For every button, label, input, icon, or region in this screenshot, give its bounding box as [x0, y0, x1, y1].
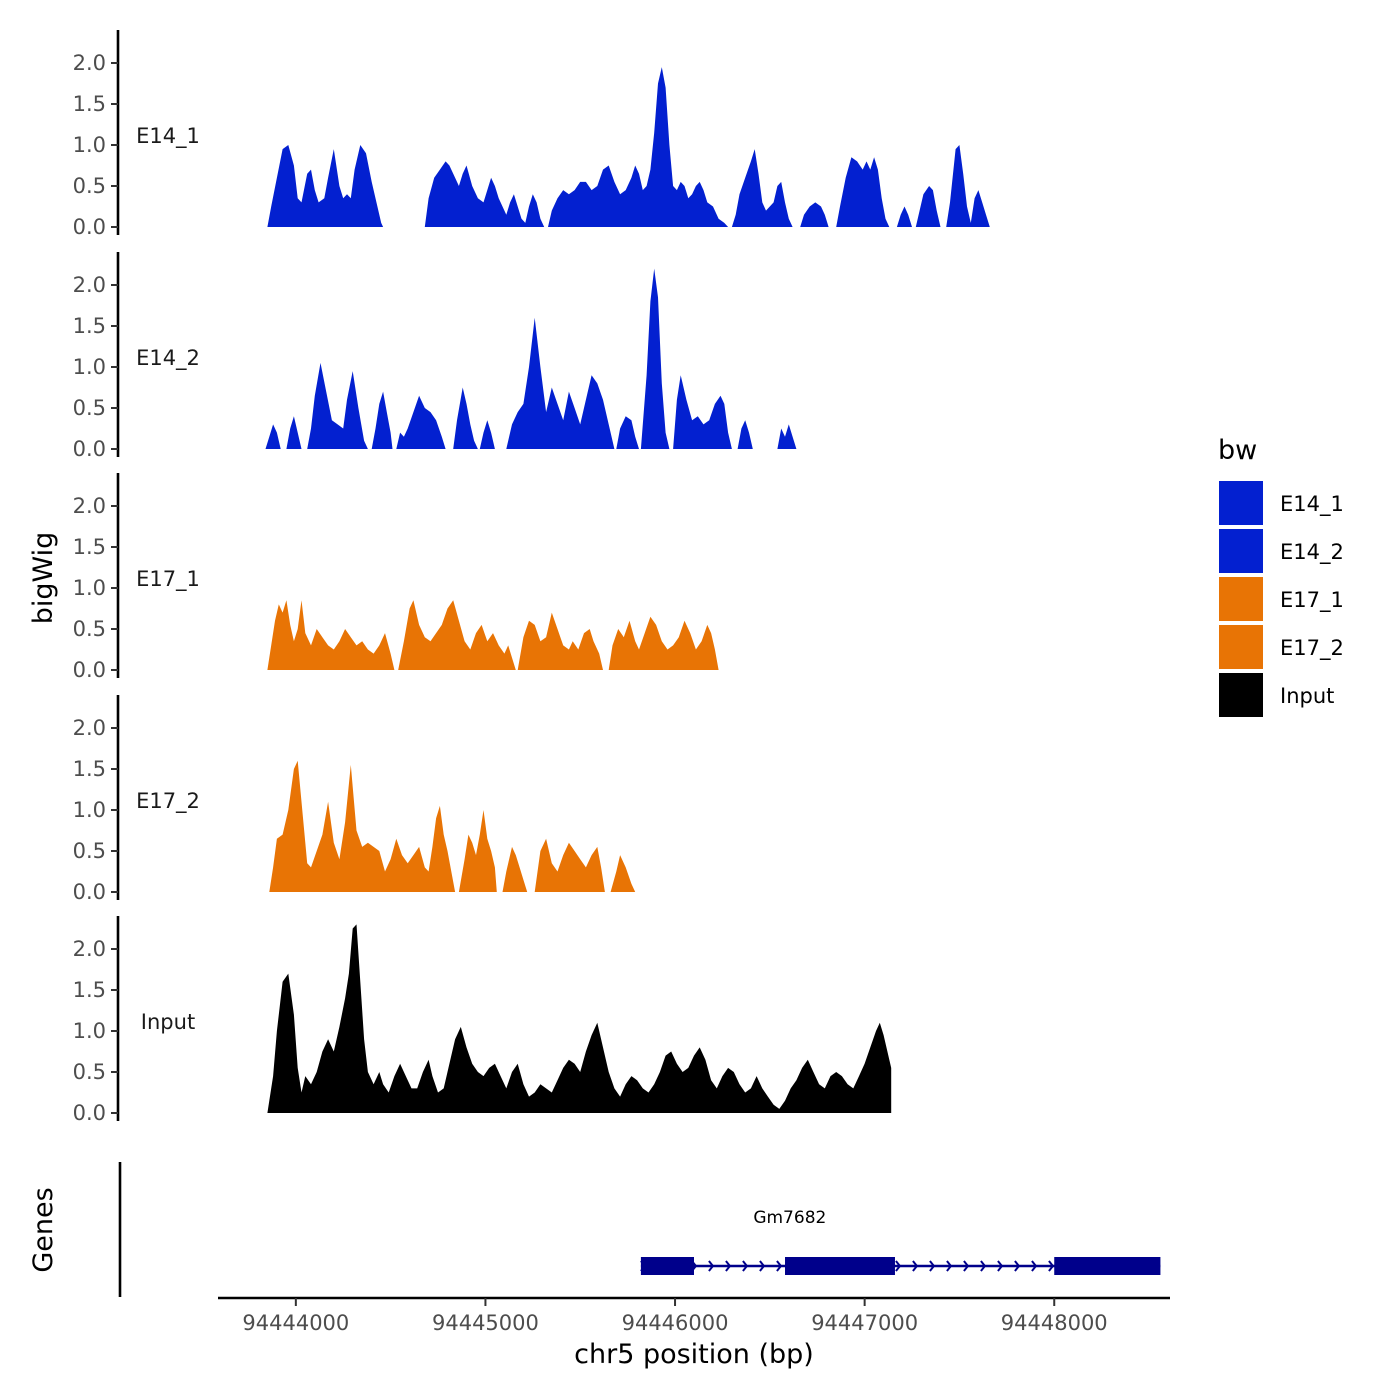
genes-panel: Genes Gm7682 — [28, 1162, 1161, 1297]
coverage-area — [267, 600, 719, 670]
gene-models: Gm7682 — [640, 1208, 1161, 1275]
x-axis: 94444000 94445000 94446000 94447000 94448000… — [218, 1296, 1170, 1370]
gene-exon — [1054, 1257, 1161, 1275]
track-e14-1: 0.0 0.5 1.0 1.5 2.0 E14_1 — [73, 30, 990, 239]
x-tick-label: 94445000 — [432, 1311, 539, 1335]
legend-label: E14_2 — [1280, 540, 1344, 565]
strand-arrow — [1048, 1260, 1055, 1272]
y-tick-label: 0.0 — [73, 215, 106, 239]
y-tick-label: 0.5 — [73, 1060, 106, 1084]
strand-arrow — [742, 1260, 749, 1272]
legend-item: Input — [1217, 671, 1334, 719]
legend-label: E17_1 — [1280, 588, 1344, 613]
strand-arrow — [759, 1260, 766, 1272]
strand-arrow — [912, 1260, 919, 1272]
legend-swatch — [1217, 527, 1265, 575]
y-tick-label: 0.0 — [73, 880, 106, 904]
strand-arrow — [708, 1260, 715, 1272]
legend-item: E14_2 — [1217, 527, 1344, 575]
y-tick-label: 2.0 — [73, 273, 106, 297]
y-tick-label: 1.0 — [73, 355, 106, 379]
legend: bw E14_1 E14_2 E17_1 E17_2 Input — [1217, 435, 1344, 719]
legend-item: E14_1 — [1217, 479, 1344, 527]
track-e17-1: 0.0 0.5 1.0 1.5 2.0 E17_1 — [73, 473, 719, 682]
y-tick-label: 0.5 — [73, 617, 106, 641]
y-tick-label: 2.0 — [73, 51, 106, 75]
y-tick-label: 2.0 — [73, 937, 106, 961]
legend-title: bw — [1218, 435, 1257, 466]
legend-label: Input — [1280, 684, 1334, 708]
y-tick-label: 1.5 — [73, 535, 106, 559]
y-tick-label: 0.0 — [73, 1101, 106, 1125]
x-ticks: 94444000 94445000 94446000 94447000 94448000 — [242, 1298, 1108, 1335]
x-tick-label: 94448000 — [1001, 1311, 1108, 1335]
gene-exon — [640, 1257, 694, 1275]
strand-arrow — [997, 1260, 1004, 1272]
y-tick-label: 1.0 — [73, 798, 106, 822]
y-tick-label: 0.5 — [73, 174, 106, 198]
x-tick-label: 94446000 — [622, 1311, 729, 1335]
track-label: E14_1 — [136, 124, 200, 149]
gene-exon — [785, 1257, 895, 1275]
y-tick-label: 1.5 — [73, 757, 106, 781]
track-input: 0.0 0.5 1.0 1.5 2.0 Input — [73, 916, 892, 1125]
strand-arrow — [895, 1260, 902, 1272]
coverage-area — [269, 760, 636, 892]
strand-arrow — [725, 1260, 732, 1272]
y-axis-title: bigWig — [28, 532, 59, 625]
legend-swatch — [1217, 623, 1265, 671]
legend-swatch — [1217, 479, 1265, 527]
y-tick-label: 0.0 — [73, 658, 106, 682]
strand-arrow — [980, 1260, 987, 1272]
x-tick-label: 94444000 — [242, 1311, 349, 1335]
legend-swatch — [1217, 671, 1265, 719]
legend-swatch — [1217, 575, 1265, 623]
y-tick-label: 1.5 — [73, 978, 106, 1002]
track-label: E17_1 — [136, 567, 200, 592]
y-tick-label: 2.0 — [73, 494, 106, 518]
track-label: E14_2 — [136, 346, 200, 371]
y-tick-label: 0.0 — [73, 437, 106, 461]
coverage-area — [267, 67, 990, 227]
y-tick-label: 1.5 — [73, 314, 106, 338]
strand-arrow — [946, 1260, 953, 1272]
track-e14-2: 0.0 0.5 1.0 1.5 2.0 E14_2 — [73, 252, 797, 461]
y-tick-label: 1.0 — [73, 1019, 106, 1043]
legend-label: E17_2 — [1280, 636, 1344, 661]
y-tick-label: 1.0 — [73, 576, 106, 600]
legend-label: E14_1 — [1280, 492, 1344, 517]
y-tick-label: 1.0 — [73, 133, 106, 157]
strand-arrow — [1014, 1260, 1021, 1272]
strand-arrow — [929, 1260, 936, 1272]
coverage-area — [265, 268, 797, 449]
y-tick-label: 1.5 — [73, 92, 106, 116]
strand-arrow — [963, 1260, 970, 1272]
strand-arrow — [1031, 1260, 1038, 1272]
legend-items: E14_1 E14_2 E17_1 E17_2 Input — [1217, 479, 1344, 719]
gene-gm7682: Gm7682 — [640, 1208, 1161, 1275]
legend-item: E17_1 — [1217, 575, 1344, 623]
y-tick-label: 0.5 — [73, 396, 106, 420]
y-tick-label: 2.0 — [73, 716, 106, 740]
coverage-area — [267, 924, 892, 1113]
track-e17-2: 0.0 0.5 1.0 1.5 2.0 E17_2 — [73, 695, 636, 904]
x-tick-label: 94447000 — [811, 1311, 918, 1335]
x-axis-title: chr5 position (bp) — [574, 1339, 814, 1370]
y-tick-label: 0.5 — [73, 839, 106, 863]
genes-label: Genes — [28, 1187, 59, 1272]
legend-item: E17_2 — [1217, 623, 1344, 671]
strand-arrow — [776, 1260, 783, 1272]
coverage-tracks: 0.0 0.5 1.0 1.5 2.0 E14_1 0.0 0.5 1.0 1.5 2.0 E14_2… — [73, 30, 990, 1125]
track-label: E17_2 — [136, 789, 200, 814]
track-label: Input — [141, 1010, 195, 1034]
gene-name-label: Gm7682 — [753, 1208, 826, 1228]
